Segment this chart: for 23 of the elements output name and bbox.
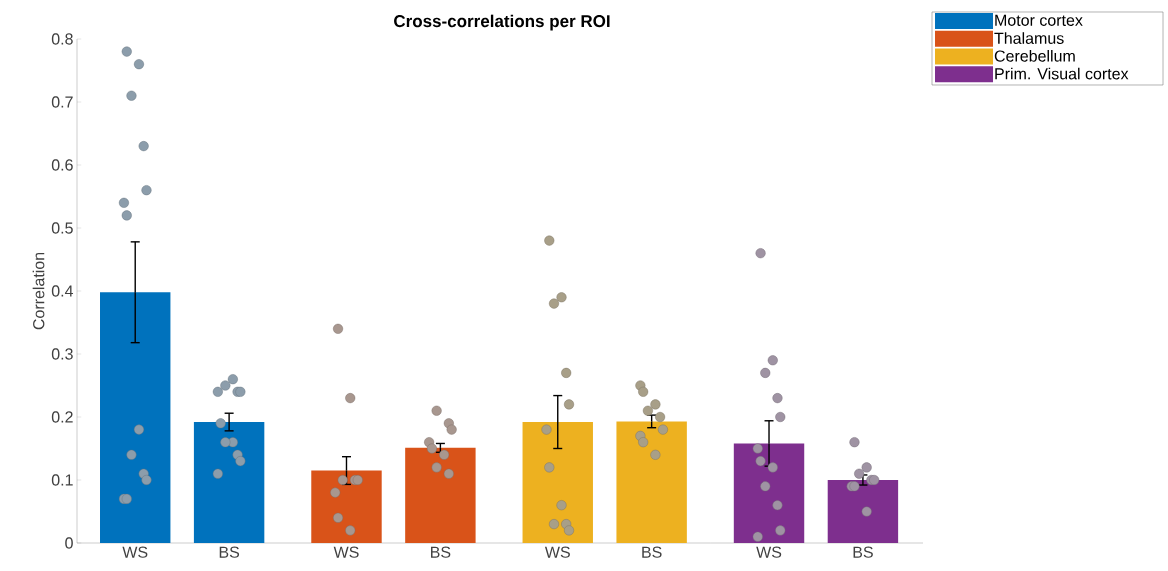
chart-title: Cross-correlations per ROI — [394, 14, 610, 31]
y-tick-label: 0.3 — [51, 348, 73, 360]
y-tick-label: 0.1 — [51, 474, 73, 486]
y-tick-label: 0.5 — [51, 222, 73, 234]
x-tick-label: BS — [219, 546, 240, 558]
legend-label: Prim. Visual cortex — [995, 67, 1129, 80]
x-tick-label: WS — [756, 546, 782, 558]
legend-label: Motor cortex — [995, 14, 1083, 26]
x-tick-label: WS — [544, 546, 570, 558]
x-tick-label: WS — [333, 546, 359, 558]
legend-label: Thalamus — [994, 32, 1064, 44]
y-tick-label: 0.8 — [51, 33, 73, 45]
x-tick-label: BS — [853, 546, 873, 558]
y-tick-label: 0.7 — [51, 96, 73, 108]
legend-label: Cerebellum — [994, 49, 1075, 62]
x-tick-label: WS — [122, 546, 148, 558]
y-tick-label: 0 — [65, 537, 73, 549]
x-tick-label: BS — [431, 546, 451, 558]
y-tick-label: 0.6 — [51, 159, 73, 171]
y-tick-label: 0.2 — [51, 411, 73, 423]
y-tick-label: 0.4 — [51, 285, 74, 297]
x-tick-label: BS — [642, 546, 662, 558]
y-axis-title: Correlation — [32, 252, 45, 330]
